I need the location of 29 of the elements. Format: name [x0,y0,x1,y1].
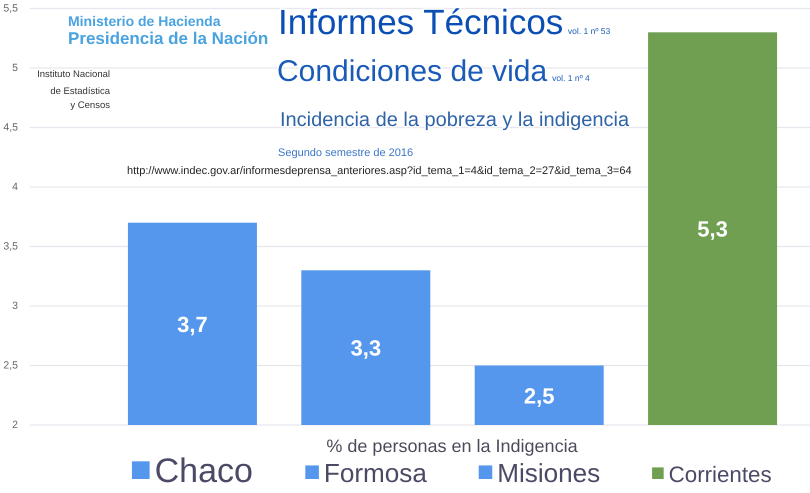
annotation: Instituto Nacional [37,69,110,80]
y-tick-label: 3 [12,300,18,312]
data-label: 5,3 [697,216,728,242]
chart-title: Informes Técnicos [278,3,564,42]
annotation: Segundo semestre de 2016 [278,147,414,159]
legend-label: Misiones [497,458,600,488]
annotation: Presidencia de la Nación [68,29,268,48]
annotation: Incidencia de la pobreza y la indigencia [280,109,630,131]
y-tick-label: 2,5 [3,359,18,372]
legend-label: Corrientes [668,462,772,487]
text: Condiciones de vida [277,55,548,88]
y-tick-label: 2 [12,418,18,431]
data-label: 3,7 [177,311,208,336]
legend-label: Formosa [324,458,428,488]
annotation: y Censos [70,100,110,111]
legend-label: Chaco [154,452,253,490]
data-label: 3,3 [350,335,382,360]
y-tick-label: 5,5 [3,2,18,14]
annotation: Ministerio de Hacienda [68,13,221,29]
annotation: vol. 1 nº 4 [552,73,590,83]
y-tick-label: 4 [12,180,18,193]
annotation: http://www.indec.gov.ar/informesdeprensa_anteriores.asp?id_tema_1=4&id_tema_2=27&id_tema_3=64 [127,165,632,177]
annotation: vol. 1 nº 53 [568,26,611,36]
y-tick-label: 5 [12,62,18,74]
y-tick-label: 3,5 [3,240,18,252]
y-tick-label: 4,5 [3,121,18,134]
data-label: 2,5 [524,382,554,408]
x-axis-title: % de personas en la Indigencia [326,436,579,456]
annotation: de Estadística [50,86,111,97]
